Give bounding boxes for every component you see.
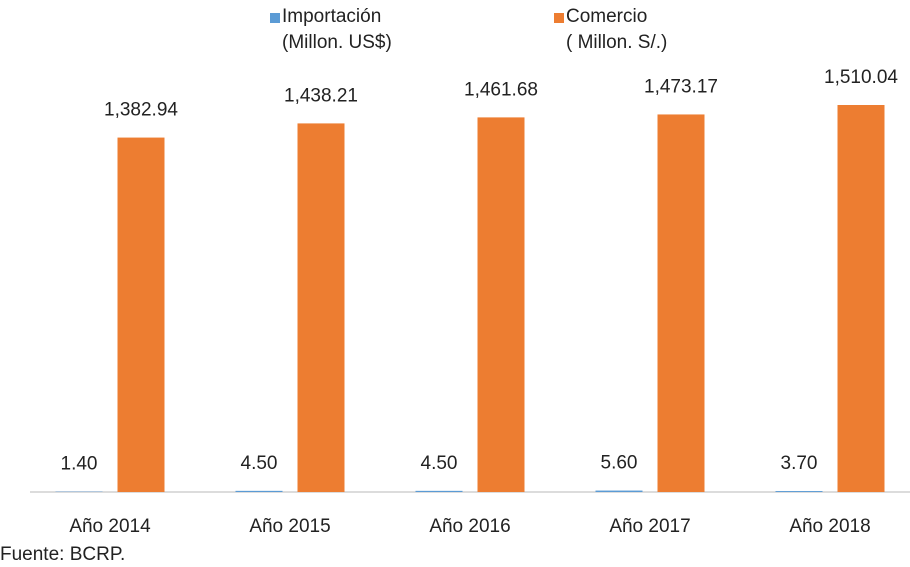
data-label: 1,438.21 [284, 85, 358, 106]
source: Fuente: BCRP. [0, 544, 125, 565]
data-label: 3.70 [781, 453, 818, 474]
legend-label: Importación (Millon. US$) [282, 6, 392, 53]
data-label: 5.60 [601, 453, 638, 474]
x-tick-label: Año 2014 [69, 516, 151, 537]
bar [657, 114, 705, 492]
bar [297, 123, 345, 492]
data-label: 4.50 [241, 453, 278, 474]
bar [117, 137, 165, 492]
legend-swatch [270, 13, 280, 23]
data-label: 1,473.17 [644, 76, 718, 97]
legend-swatch [554, 13, 564, 23]
bar [477, 117, 525, 492]
bar [235, 490, 283, 492]
data-label: 1,461.68 [464, 79, 538, 100]
legend-item: Importación (Millon. US$) [270, 4, 392, 56]
x-tick-label: Año 2018 [789, 516, 870, 537]
bar [415, 490, 463, 492]
x-tick-label: Año 2017 [609, 516, 690, 537]
bar [837, 105, 885, 492]
x-tick-label: Año 2015 [249, 516, 330, 537]
data-label: 1,382.94 [104, 100, 178, 121]
data-label: 1,510.04 [824, 67, 898, 88]
x-tick-label: Año 2016 [429, 516, 510, 537]
legend-item: Comercio ( Millon. S/.) [554, 4, 668, 56]
bar [775, 491, 823, 492]
data-label: 1.40 [61, 454, 98, 475]
bar [595, 490, 643, 492]
legend-label: Comercio ( Millon. S/.) [566, 6, 668, 53]
data-label: 4.50 [421, 453, 458, 474]
